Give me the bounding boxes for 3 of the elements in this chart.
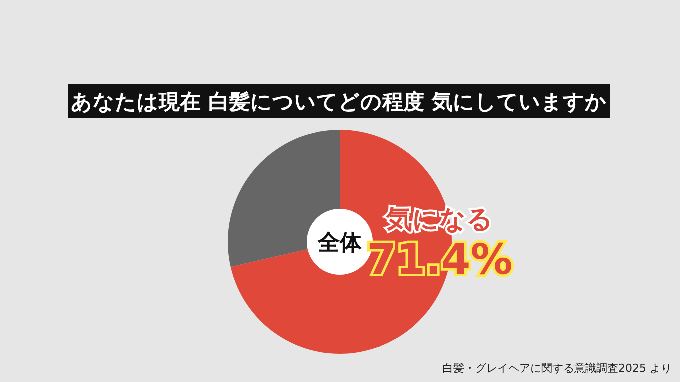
chart-title: あなたは現在 白髪についてどの程度 気にしていますか — [71, 90, 607, 114]
text: 白髪・グレイヘアに関する意識調査2025 より — [442, 362, 672, 375]
text: 全体 — [317, 231, 363, 256]
